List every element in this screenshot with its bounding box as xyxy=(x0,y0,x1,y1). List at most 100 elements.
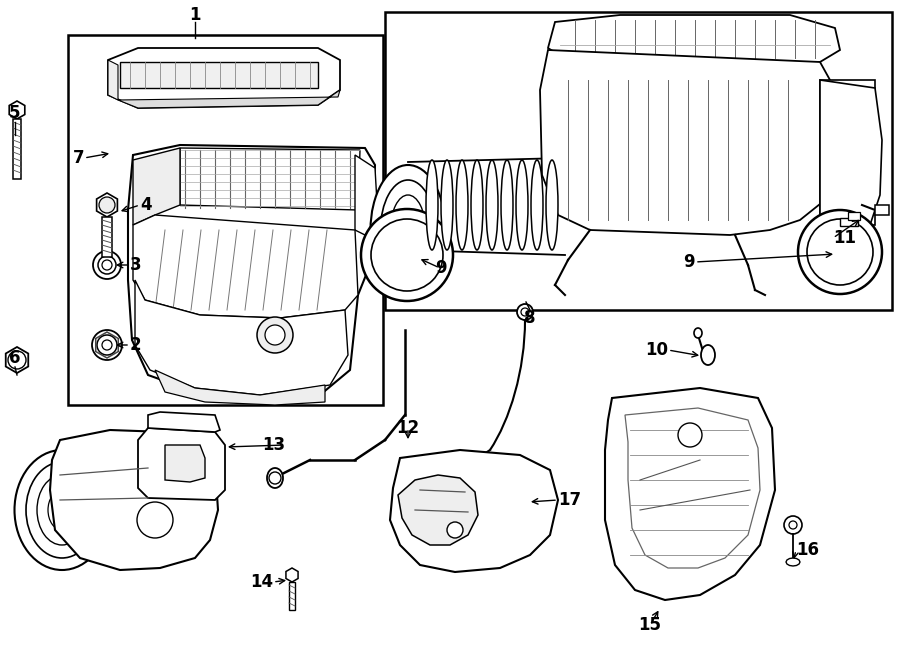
Ellipse shape xyxy=(26,462,98,558)
Text: 8: 8 xyxy=(524,309,536,327)
Circle shape xyxy=(257,317,293,353)
Circle shape xyxy=(447,522,463,538)
Ellipse shape xyxy=(371,165,446,295)
Text: 4: 4 xyxy=(140,196,151,214)
Polygon shape xyxy=(398,475,478,545)
Polygon shape xyxy=(133,148,180,225)
Circle shape xyxy=(678,423,702,447)
Polygon shape xyxy=(135,280,348,395)
Text: 14: 14 xyxy=(250,573,273,591)
Text: 11: 11 xyxy=(833,229,856,247)
Ellipse shape xyxy=(456,160,468,250)
Polygon shape xyxy=(148,412,220,432)
Polygon shape xyxy=(540,50,835,235)
Circle shape xyxy=(102,260,112,270)
Circle shape xyxy=(97,335,117,355)
Bar xyxy=(13,119,21,179)
Ellipse shape xyxy=(694,328,702,338)
Circle shape xyxy=(370,217,446,293)
Ellipse shape xyxy=(486,160,498,250)
Bar xyxy=(875,205,889,215)
Circle shape xyxy=(798,210,882,294)
Polygon shape xyxy=(138,428,225,500)
Circle shape xyxy=(98,256,116,274)
Bar xyxy=(820,80,875,225)
Circle shape xyxy=(517,304,533,320)
Polygon shape xyxy=(96,193,117,217)
Ellipse shape xyxy=(516,160,528,250)
Ellipse shape xyxy=(501,160,513,250)
Polygon shape xyxy=(625,408,760,568)
Text: 3: 3 xyxy=(130,256,141,274)
Ellipse shape xyxy=(546,160,558,250)
Ellipse shape xyxy=(426,160,438,250)
Bar xyxy=(398,244,405,250)
Ellipse shape xyxy=(441,160,453,250)
Polygon shape xyxy=(108,60,118,100)
Polygon shape xyxy=(605,388,775,600)
Circle shape xyxy=(468,454,480,466)
Bar xyxy=(102,217,112,257)
Polygon shape xyxy=(155,370,325,405)
Text: 10: 10 xyxy=(645,341,668,359)
Circle shape xyxy=(93,251,121,279)
Polygon shape xyxy=(390,450,558,572)
Polygon shape xyxy=(286,568,298,582)
Circle shape xyxy=(102,340,112,350)
Circle shape xyxy=(371,219,443,291)
Ellipse shape xyxy=(37,475,87,545)
Polygon shape xyxy=(128,145,375,398)
Ellipse shape xyxy=(531,160,543,250)
Polygon shape xyxy=(50,430,218,570)
Text: 17: 17 xyxy=(558,491,581,509)
Ellipse shape xyxy=(399,211,417,249)
Text: 5: 5 xyxy=(9,104,21,122)
Text: 6: 6 xyxy=(9,349,21,367)
Text: 1: 1 xyxy=(189,6,201,24)
Circle shape xyxy=(265,325,285,345)
Text: 7: 7 xyxy=(72,149,84,167)
Polygon shape xyxy=(108,48,340,108)
Polygon shape xyxy=(133,215,358,318)
Ellipse shape xyxy=(381,180,436,280)
Polygon shape xyxy=(180,148,360,210)
Text: 9: 9 xyxy=(436,259,447,277)
Circle shape xyxy=(784,516,802,534)
Circle shape xyxy=(92,330,122,360)
Text: 12: 12 xyxy=(396,419,419,437)
Text: 13: 13 xyxy=(262,436,285,454)
Ellipse shape xyxy=(14,450,110,570)
Polygon shape xyxy=(165,445,205,482)
Bar xyxy=(848,212,860,220)
Polygon shape xyxy=(820,80,882,225)
Circle shape xyxy=(361,209,453,301)
Bar xyxy=(289,582,295,610)
Polygon shape xyxy=(9,101,25,119)
Circle shape xyxy=(8,351,26,369)
Circle shape xyxy=(376,223,440,287)
Circle shape xyxy=(99,197,115,213)
Polygon shape xyxy=(120,62,318,88)
Ellipse shape xyxy=(267,468,283,488)
Polygon shape xyxy=(118,90,340,108)
Polygon shape xyxy=(5,347,28,373)
Polygon shape xyxy=(548,15,840,62)
Text: 16: 16 xyxy=(796,541,819,559)
Circle shape xyxy=(807,219,873,285)
Circle shape xyxy=(521,308,529,316)
Text: 2: 2 xyxy=(130,336,141,354)
Text: 9: 9 xyxy=(683,253,695,271)
Text: 15: 15 xyxy=(638,616,662,634)
Circle shape xyxy=(269,472,281,484)
Polygon shape xyxy=(355,155,378,235)
Ellipse shape xyxy=(391,195,426,265)
Ellipse shape xyxy=(701,345,715,365)
Bar xyxy=(68,35,383,405)
Bar xyxy=(840,218,858,226)
Circle shape xyxy=(137,502,173,538)
Circle shape xyxy=(789,521,797,529)
Bar xyxy=(385,12,892,310)
Ellipse shape xyxy=(48,490,76,530)
Polygon shape xyxy=(786,558,800,566)
Ellipse shape xyxy=(471,160,483,250)
